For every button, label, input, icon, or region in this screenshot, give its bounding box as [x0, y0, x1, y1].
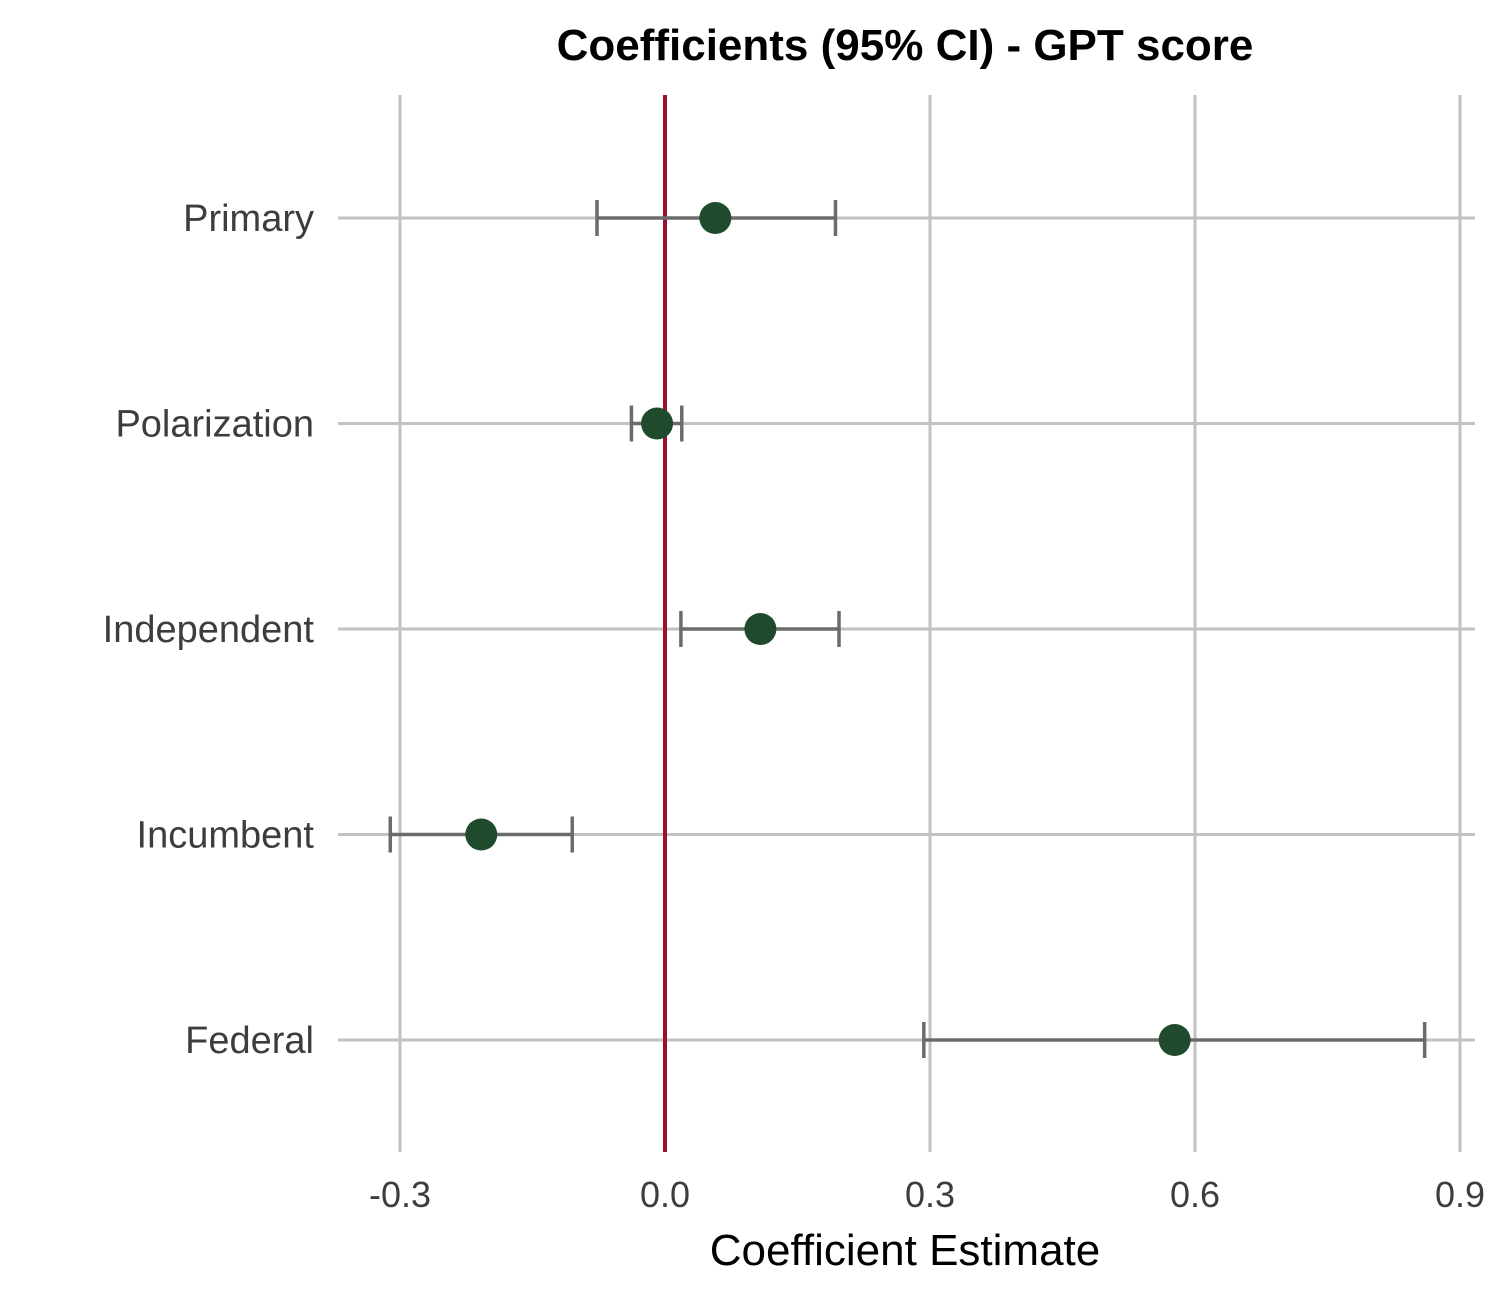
vertical-gridlines	[398, 95, 1462, 1152]
chart-title: Coefficients (95% CI) - GPT score	[557, 21, 1254, 70]
x-tick-label: -0.3	[369, 1174, 431, 1215]
point-polarization	[641, 407, 674, 440]
x-tick-label: 0.6	[1170, 1174, 1220, 1215]
x-tick-label: 0.0	[640, 1174, 690, 1215]
horizontal-gridlines	[338, 216, 1475, 1042]
point-independent	[744, 613, 777, 645]
y-tick-label-polarization: Polarization	[115, 404, 314, 446]
x-tick-label: 0.9	[1435, 1174, 1485, 1215]
y-tick-label-independent: Independent	[103, 609, 315, 651]
y-tick-label-incumbent: Incumbent	[137, 815, 315, 857]
x-tick-label: 0.3	[905, 1174, 955, 1215]
y-tick-label-federal: Federal	[185, 1020, 314, 1062]
point-incumbent	[465, 818, 498, 851]
x-axis-tick-labels: -0.3 0.0 0.3 0.6 0.9	[369, 1174, 1485, 1215]
x-axis-label: Coefficient Estimate	[710, 1226, 1100, 1275]
point-primary	[699, 202, 732, 234]
y-tick-label-primary: Primary	[183, 198, 314, 240]
coefficient-points	[465, 202, 1191, 1056]
point-federal	[1158, 1024, 1191, 1056]
y-axis-tick-labels: Primary Polarization Independent Incumbent F…	[103, 198, 315, 1062]
